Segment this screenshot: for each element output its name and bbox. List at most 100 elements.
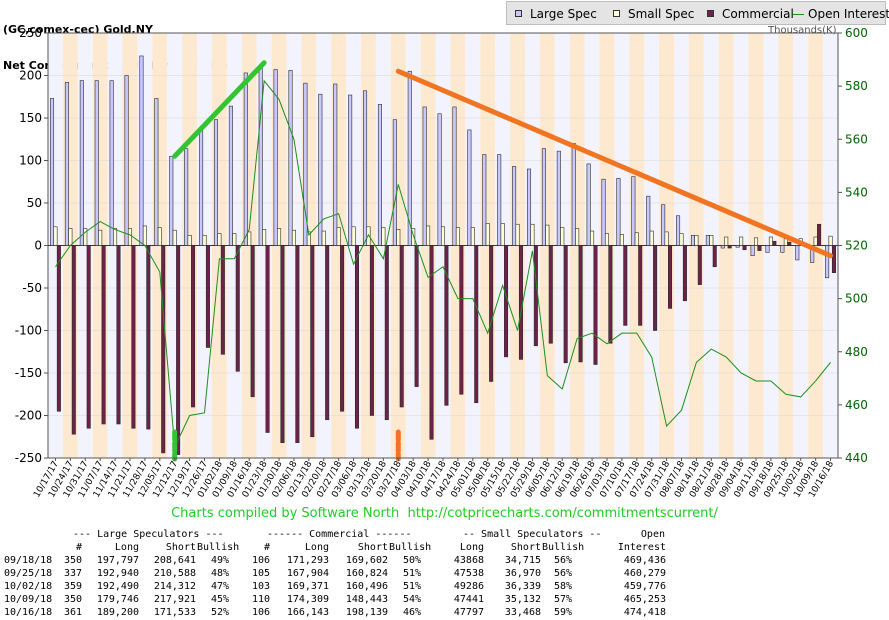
commercial-bar [205, 245, 210, 348]
commercial-bar [101, 245, 106, 425]
cell-comm-count: 105 [251, 568, 270, 579]
cell-small-long: 47538 [453, 568, 484, 579]
cell-open-interest: 459,776 [623, 581, 666, 592]
commercial-bar [369, 245, 374, 416]
small-spec-bar [694, 235, 699, 246]
left-tick-label: -200 [15, 409, 42, 423]
small-spec-bar [83, 228, 88, 246]
column-header-large-count: # [75, 542, 82, 553]
cell-comm-short: 160,824 [345, 568, 388, 579]
cell-small-long: 47441 [453, 594, 484, 605]
cell-large-bullish: 45% [210, 594, 229, 605]
large-spec-bar [601, 178, 606, 246]
large-spec-bar [437, 113, 442, 246]
cell-small-short: 36,339 [504, 581, 541, 592]
cell-small-short: 34,715 [504, 555, 541, 566]
commercial-bar [235, 245, 240, 372]
open-interest-line [55, 79, 831, 450]
group-header-small: -- Small Speculators -- [463, 529, 602, 540]
legend-large-spec-swatch [515, 10, 522, 17]
small-spec-bar [53, 226, 58, 246]
right-tick-label: 480 [845, 345, 868, 359]
large-spec-bar [228, 105, 233, 246]
left-tick-label: 200 [19, 69, 42, 83]
small-spec-bar [321, 230, 326, 246]
large-spec-bar [392, 119, 397, 246]
left-tick-label: 0 [34, 239, 42, 253]
left-tick-label: 100 [19, 154, 42, 168]
commercial-bar [399, 245, 404, 408]
cell-small-bullish: 57% [553, 594, 572, 605]
cell-large-short: 171,533 [153, 607, 196, 618]
commercial-bar [384, 245, 389, 421]
cell-comm-count: 106 [251, 555, 270, 566]
right-tick-label: 580 [845, 79, 868, 93]
cell-comm-bullish: 51% [402, 581, 421, 592]
legend-commercial-label: Commercial [722, 7, 794, 21]
small-spec-bar [455, 227, 460, 246]
large-spec-bar [333, 83, 338, 246]
large-spec-bar [258, 66, 263, 246]
column-header-comm-bullish: Bullish [389, 542, 432, 553]
chart-legend: Large Spec Small Spec Commercial Open In… [506, 1, 889, 25]
legend-open-interest-label: Open Interest [808, 7, 889, 21]
left-tick-label: -150 [15, 366, 42, 380]
large-spec-bar [124, 75, 129, 246]
cell-small-bullish: 59% [553, 607, 572, 618]
cell-small-long: 47797 [453, 607, 484, 618]
cell-open-interest: 460,279 [623, 568, 666, 579]
small-spec-bar [709, 235, 714, 246]
cell-open-interest: 469,436 [623, 555, 666, 566]
group-header-commercial: ------ Commercial ------ [267, 529, 412, 540]
cell-comm-long: 171,293 [286, 555, 329, 566]
large-spec-bar [79, 80, 84, 246]
small-spec-bar [142, 225, 147, 246]
commercial-bar [772, 240, 777, 246]
commercial-bar [340, 245, 345, 412]
commercial-bar [563, 245, 568, 364]
uptrend-trendline [172, 60, 267, 159]
legend-small-spec-label: Small Spec [628, 7, 695, 21]
large-spec-bar [109, 80, 114, 246]
large-spec-bar [482, 154, 487, 246]
commercial-bar [712, 245, 717, 268]
column-header-large-short: Short [165, 542, 196, 553]
commercial-bar [191, 245, 196, 408]
column-header-comm-short: Short [357, 542, 388, 553]
commercial-bar [787, 241, 792, 246]
large-spec-bar [765, 245, 770, 253]
cell-small-short: 35,132 [504, 594, 541, 605]
large-spec-bar [50, 98, 55, 246]
small-spec-bar [724, 236, 729, 246]
small-spec-bar [619, 234, 624, 246]
small-spec-bar [739, 236, 744, 246]
right-tick-label: 440 [845, 451, 868, 465]
small-spec-bar [768, 236, 773, 246]
cell-large-short: 214,312 [153, 581, 196, 592]
large-spec-bar [318, 93, 323, 246]
large-spec-bar [705, 235, 710, 246]
row-date: 09/18/18 [4, 555, 53, 566]
large-spec-bar [288, 70, 293, 246]
large-spec-bar [735, 245, 740, 248]
small-spec-bar [530, 223, 535, 246]
left-tick-label: 250 [19, 26, 42, 40]
commercial-bar [161, 245, 166, 454]
commercial-bar [667, 245, 673, 309]
cell-large-long: 179,746 [96, 594, 139, 605]
cell-large-count: 350 [63, 555, 82, 566]
small-spec-bar [485, 223, 490, 246]
small-spec-bar [381, 227, 386, 246]
right-tick-label: 500 [845, 292, 868, 306]
large-spec-bar [825, 245, 830, 279]
large-spec-bar [556, 150, 561, 246]
commercial-bar [116, 245, 121, 425]
column-header-comm-count: # [263, 542, 270, 553]
commercial-bar [518, 245, 523, 360]
column-header-small-long: Long [459, 542, 484, 553]
right-tick-label: 460 [845, 398, 868, 412]
commercial-bar [742, 245, 747, 251]
commercial-bar [533, 245, 538, 347]
cell-large-long: 197,797 [96, 555, 139, 566]
large-spec-bar [452, 106, 457, 246]
